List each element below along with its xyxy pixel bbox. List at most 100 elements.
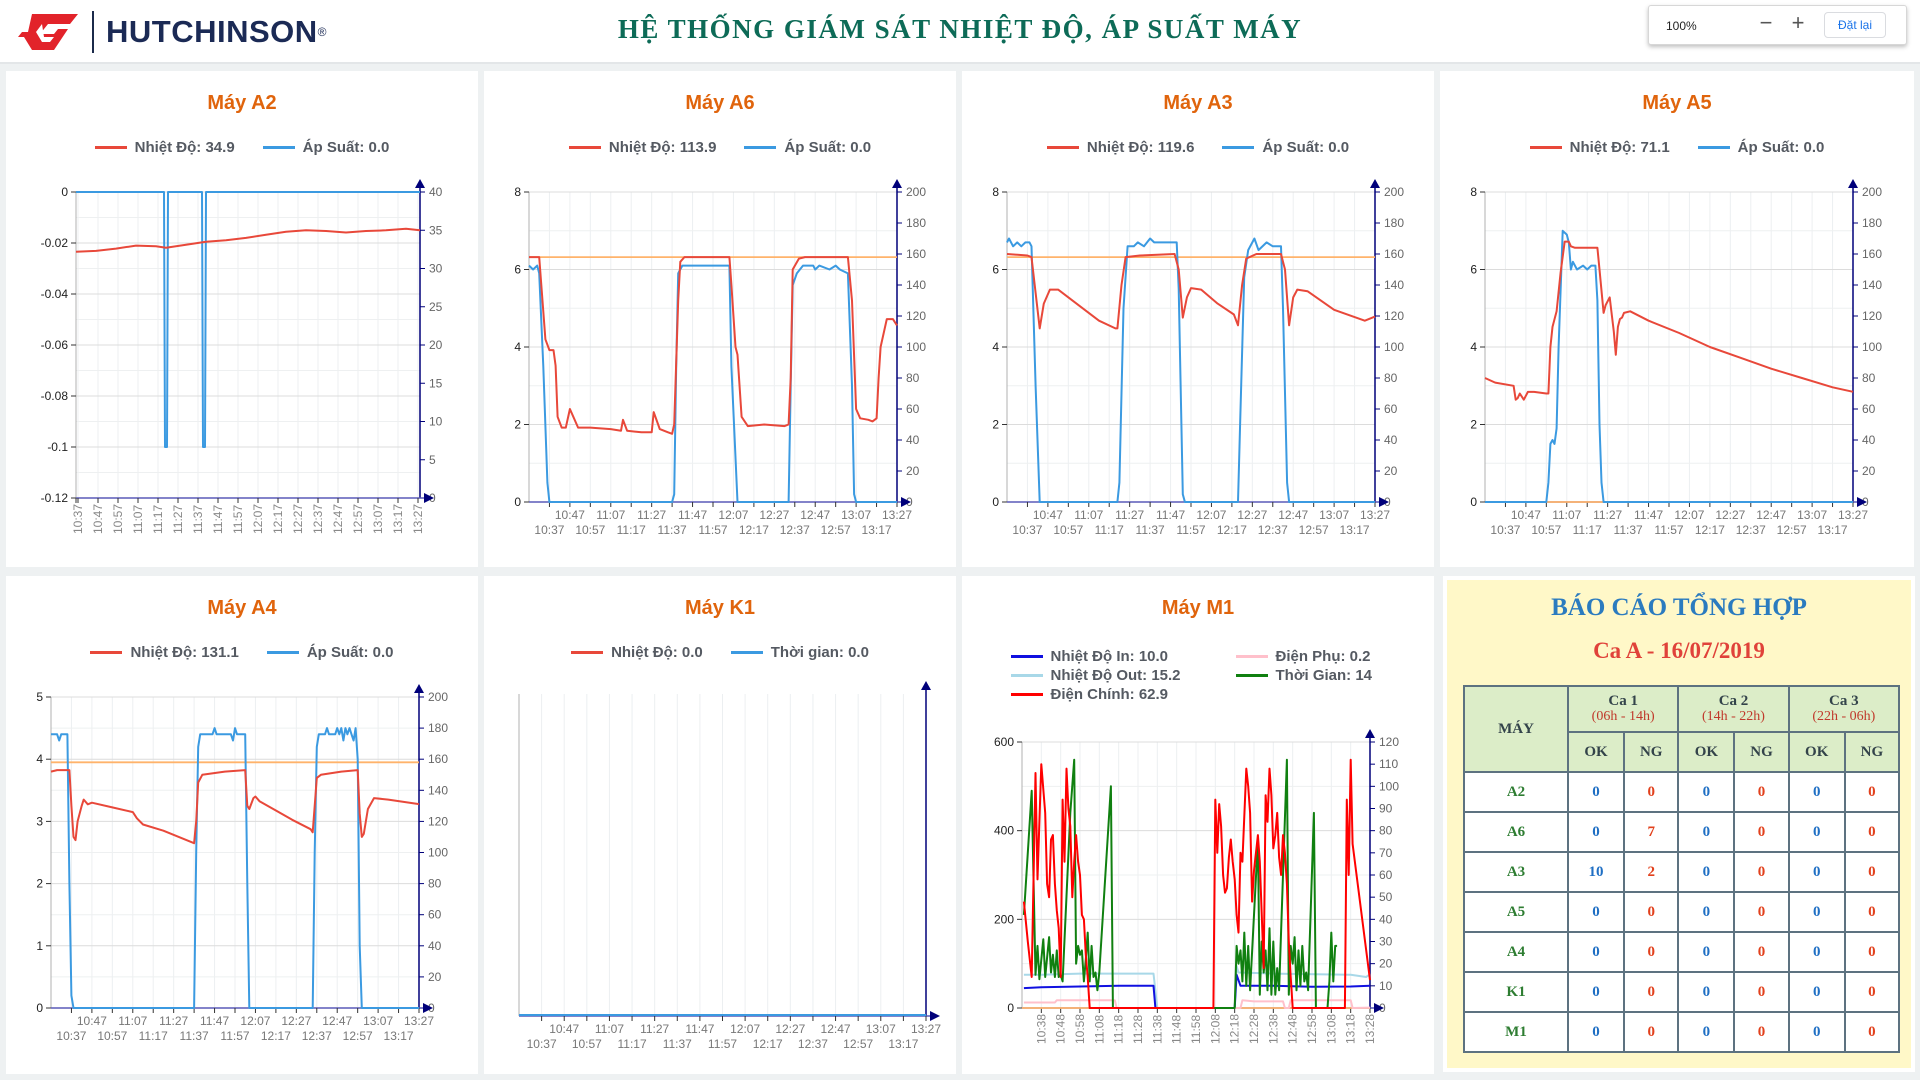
legend-item[interactable]: Nhiệt Độ: 71.1	[1529, 139, 1670, 156]
legend-item[interactable]: Điện Chính: 62.9	[1010, 686, 1226, 703]
row-machine: K1	[1463, 971, 1569, 1013]
y-tick-label: 2	[514, 418, 521, 432]
x-tick-label: 11:17	[1573, 523, 1602, 537]
y-tick-label: 6	[1470, 263, 1477, 277]
y2-tick-label: 80	[1384, 371, 1398, 385]
zoom-out-button[interactable]: −	[1759, 10, 1773, 35]
x-tick-label: 12:17	[1695, 523, 1725, 537]
chart-svg: 10:3710:4710:5711:0711:1711:2711:3711:47…	[518, 681, 941, 1051]
y2-tick-label: 110	[1379, 757, 1398, 771]
x-tick-label: 13:08	[1324, 1014, 1338, 1044]
legend-item[interactable]: Nhiệt Độ Out: 15.2	[1010, 667, 1226, 684]
x-tick-label: 10:47	[1511, 508, 1541, 522]
table-row: A6 0 7 0 0 0 0	[1463, 811, 1901, 853]
legend-swatch	[1010, 674, 1043, 677]
ok-count: 0	[1677, 891, 1736, 933]
y2-tick-label: 140	[906, 278, 926, 292]
column-header-ng: NG	[1623, 731, 1680, 773]
legend-swatch	[1235, 655, 1268, 658]
x-tick-label: 12:57	[821, 523, 851, 537]
ng-count: 0	[1843, 1011, 1901, 1053]
legend-swatch	[1010, 693, 1043, 696]
ok-count: 0	[1677, 771, 1736, 813]
legend-item[interactable]: Thời gian: 0.0	[730, 644, 869, 661]
legend-item[interactable]: Điện Phụ: 0.2	[1235, 648, 1386, 665]
x-tick-label: 10:38	[1034, 1014, 1048, 1044]
x-tick-label: 13:17	[862, 523, 892, 537]
chart-legend: Nhiệt Độ: 34.9 Áp Suất: 0.0	[6, 139, 478, 156]
series-line-điện-chính	[1022, 758, 1371, 1009]
chart-title: Máy A4	[207, 597, 277, 619]
x-tick-label: 11:37	[191, 505, 205, 534]
chart-title: Máy K1	[684, 597, 756, 619]
series-line-nhiệt-độ	[1484, 240, 1854, 401]
y2-tick-label: 200	[428, 690, 448, 704]
zoom-in-button[interactable]: +	[1791, 10, 1805, 35]
ng-count: 0	[1623, 771, 1680, 813]
legend-label: Áp Suất: 0.0	[1262, 139, 1350, 156]
x-tick-label: 10:47	[1033, 508, 1063, 522]
legend-item[interactable]: Áp Suất: 0.0	[744, 139, 871, 156]
x-tick-label: 12:37	[311, 504, 325, 534]
x-tick-label: 11:17	[151, 505, 165, 534]
y-tick-label: 4	[514, 340, 521, 354]
legend-item[interactable]: Thời Gian: 14	[1235, 667, 1386, 684]
y-tick-label: 2	[992, 418, 999, 432]
x-tick-label: 11:17	[617, 523, 646, 537]
axis-arrow-up-icon	[1365, 729, 1375, 738]
legend-item[interactable]: Áp Suất: 0.0	[1697, 139, 1824, 156]
x-tick-label: 11:47	[1156, 508, 1185, 522]
x-tick-label: 11:37	[1614, 523, 1643, 537]
x-tick-label: 13:17	[888, 1037, 918, 1051]
legend-item[interactable]: Nhiệt Độ: 119.6	[1046, 139, 1194, 156]
y2-tick-label: 80	[906, 371, 920, 385]
ok-count: 0	[1787, 1011, 1846, 1053]
legend-item[interactable]: Áp Suất: 0.0	[1222, 139, 1349, 156]
report-title: BÁO CÁO TỔNG HỢP	[1551, 594, 1807, 621]
series-line-nhiệt-độ-in	[1023, 973, 1371, 1009]
legend-item[interactable]: Nhiệt Độ: 34.9	[94, 139, 235, 156]
table-row: A2 0 0 0 0 0 0	[1463, 771, 1901, 813]
legend-item[interactable]: Áp Suất: 0.0	[262, 139, 389, 156]
x-tick-label: 12:47	[800, 508, 830, 522]
legend-label: Nhiệt Độ: 131.1	[130, 644, 239, 661]
y2-tick-label: 200	[906, 185, 926, 199]
legend-item[interactable]: Nhiệt Độ In: 10.0	[1010, 648, 1226, 665]
x-tick-label: 12:57	[843, 1037, 873, 1051]
y-tick-label: -0.1	[47, 440, 68, 454]
ok-count: 0	[1566, 971, 1626, 1013]
y2-tick-label: 120	[1384, 309, 1404, 323]
legend-swatch	[744, 146, 777, 149]
x-tick-label: 11:47	[678, 508, 707, 522]
chart-svg: 0246802040608010012014016018020010:3710:…	[1470, 179, 1882, 537]
x-tick-label: 13:07	[1797, 508, 1827, 522]
x-tick-label: 12:27	[759, 508, 789, 522]
x-tick-label: 12:07	[1196, 508, 1226, 522]
y-tick-label: 6	[992, 263, 999, 277]
legend-item[interactable]: Áp Suất: 0.0	[266, 644, 394, 661]
x-tick-label: 12:57	[351, 504, 365, 534]
chart-svg: 0246802040608010012014016018020010:3710:…	[992, 179, 1404, 537]
legend-item[interactable]: Nhiệt Độ: 113.9	[568, 139, 716, 156]
series-line-áp-suất	[76, 191, 420, 448]
x-tick-label: 11:57	[220, 1029, 249, 1043]
ok-count: 0	[1677, 851, 1736, 893]
x-tick-label: 12:57	[343, 1029, 373, 1043]
x-tick-label: 11:37	[1136, 523, 1165, 537]
table-row: A3 10 2 0 0 0 0	[1463, 851, 1901, 893]
legend-item[interactable]: Nhiệt Độ: 131.1	[90, 644, 239, 661]
chart-panel-m1: Máy M1 Nhiệt Độ In: 10.0 Điện Phụ: 0.2 Nhiệ…	[962, 576, 1434, 1074]
zoom-reset-button[interactable]: Đặt lại	[1824, 12, 1886, 38]
x-tick-label: 13:07	[371, 504, 385, 534]
y-tick-label: 1	[36, 939, 43, 953]
y2-tick-label: 50	[1379, 890, 1393, 904]
row-machine: A3	[1463, 851, 1569, 893]
y2-tick-label: 160	[1384, 247, 1404, 261]
ng-count: 0	[1843, 891, 1901, 933]
legend-item[interactable]: Nhiệt Độ: 0.0	[571, 644, 703, 661]
legend-label: Áp Suất: 0.0	[784, 139, 872, 156]
x-tick-label: 10:47	[77, 1014, 107, 1028]
series-line-nhiệt-độ	[1006, 253, 1376, 330]
table-row: M1 0 0 0 0 0 0	[1463, 1011, 1901, 1053]
axis-arrow-up-icon	[415, 179, 425, 188]
